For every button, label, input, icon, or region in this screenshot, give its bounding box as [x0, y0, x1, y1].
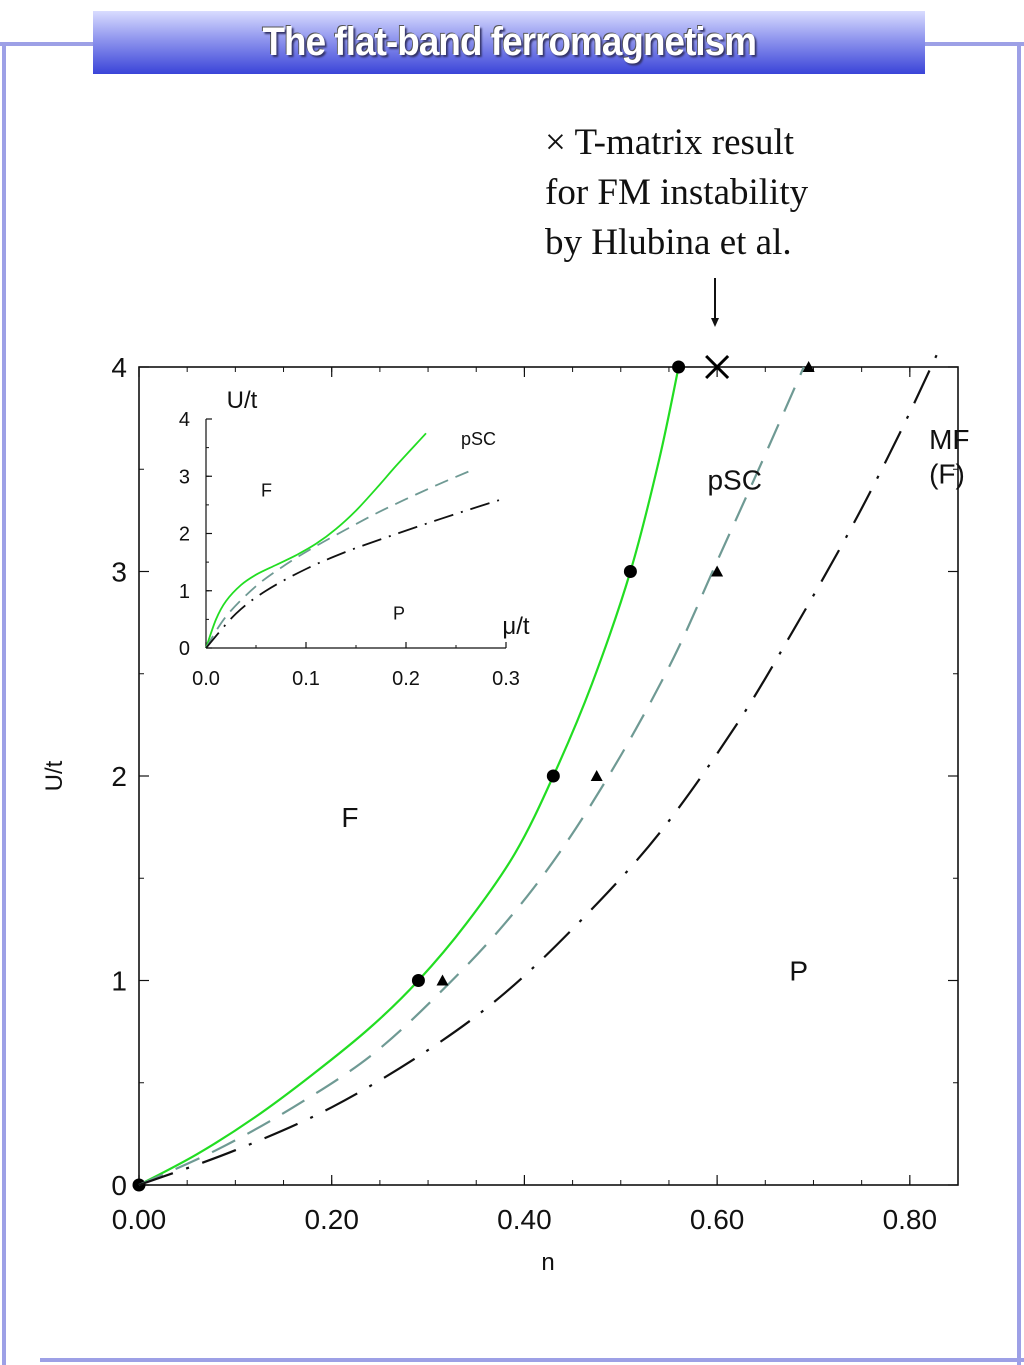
main-y-axis-label: U/t [41, 760, 68, 791]
inset-region-label: F [261, 480, 272, 500]
main-triangle-marker [711, 565, 724, 577]
inset-chart: 0.0 0.1 0.2 0.3 0 1 2 3 4 μ/t U/t pSC F P [179, 387, 530, 690]
annotation-text: × T-matrix result for FM instability by … [545, 118, 808, 268]
main-region-label: P [789, 956, 808, 987]
inset-region-label: pSC [461, 429, 496, 449]
main-region-label: pSC [707, 465, 761, 496]
inset-x-axis-label: μ/t [502, 613, 529, 640]
main-y-tick-label: 1 [111, 966, 127, 997]
main-circle-marker [546, 769, 560, 783]
inset-y-tick-label: 2 [179, 524, 190, 546]
inset-y-tick-label: 1 [179, 581, 190, 603]
inset-y-axis-label: U/t [227, 387, 258, 414]
slide-border [0, 42, 1024, 1365]
annotation-line-2: for FM instability [545, 172, 809, 213]
main-series-solid-line [138, 366, 680, 1186]
main-y-tick-label: 3 [111, 557, 127, 588]
main-triangle-marker [802, 361, 815, 372]
main-series-dashed-line [138, 366, 805, 1187]
inset-series-solid-line [205, 432, 427, 649]
main-y-tick-label: 4 [111, 352, 127, 383]
inset-series-dashed-line [205, 469, 472, 649]
main-circle-marker [672, 360, 686, 374]
inset-x-tick-label: 0.1 [292, 668, 320, 690]
inset-y-tick-label: 3 [179, 466, 190, 488]
main-circle-marker [623, 565, 637, 578]
inset-x-tick-label: 0.0 [192, 668, 220, 690]
inset-x-tick-label: 0.2 [392, 668, 420, 690]
inset-x-tick-label: 0.3 [492, 668, 520, 690]
inset-y-tick-label: 4 [179, 409, 190, 431]
main-y-tick-label: 0 [111, 1170, 127, 1201]
annotation-line-3: by Hlubina et al. [545, 222, 792, 263]
main-region-label: (F) [929, 459, 965, 490]
main-circle-marker [411, 974, 425, 987]
main-x-axis-label: n [541, 1249, 554, 1276]
main-series-dashdot-line [138, 350, 940, 1187]
main-x-tick-label: 0.40 [497, 1204, 552, 1235]
main-triangle-marker [590, 770, 603, 781]
annotation-arrow [711, 278, 719, 327]
main-triangle-marker [436, 974, 449, 986]
main-region-label: MF [929, 424, 969, 455]
main-x-marker [705, 354, 730, 380]
annotation-line-1: × T-matrix result [545, 122, 795, 163]
main-x-tick-label: 0.60 [690, 1204, 745, 1235]
main-x-tick-label: 0.80 [883, 1204, 938, 1235]
inset-y-tick-label: 0 [179, 638, 190, 660]
slide-title: The flat-band ferromagnetism [262, 20, 757, 64]
title-bar: The flat-band ferromagnetism [93, 11, 925, 74]
main-y-tick-label: 2 [111, 761, 127, 792]
main-x-tick-label: 0.00 [112, 1204, 167, 1235]
inset-region-label: P [393, 603, 405, 623]
main-region-label: F [341, 802, 358, 833]
inset-series-dashdot-line [205, 497, 507, 649]
main-x-tick-label: 0.20 [304, 1204, 359, 1235]
